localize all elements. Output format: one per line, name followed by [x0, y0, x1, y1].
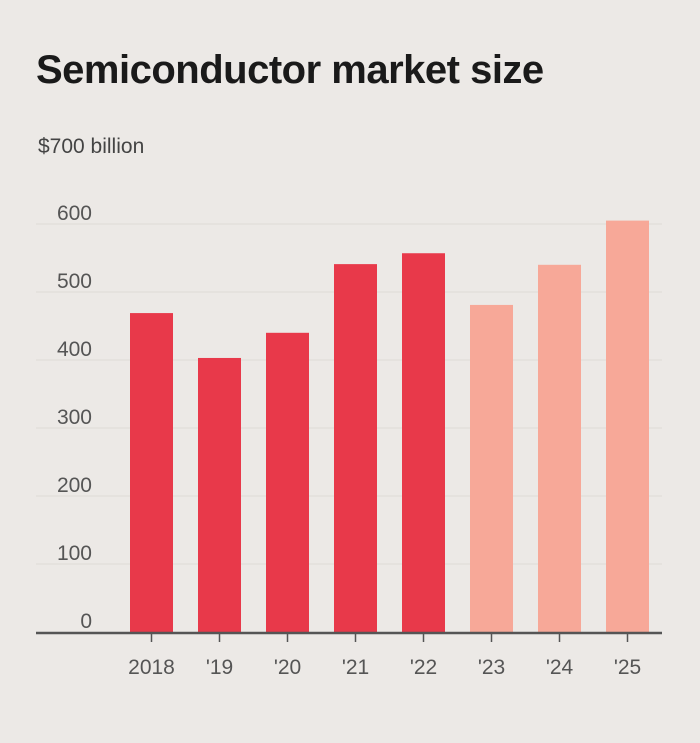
y-tick-label: 200 — [57, 474, 92, 497]
x-tick-label: '21 — [342, 656, 369, 679]
bar-projected — [606, 220, 649, 632]
x-tick-label: '25 — [614, 656, 641, 679]
y-tick-label: 500 — [57, 270, 92, 293]
x-tick-label: '22 — [410, 656, 437, 679]
y-tick-label: 300 — [57, 406, 92, 429]
y-tick-label: 100 — [57, 542, 92, 565]
bar-projected — [470, 304, 513, 632]
y-tick-label: 0 — [80, 610, 92, 633]
y-tick-label: 600 — [57, 202, 92, 225]
bar-actual — [266, 332, 309, 632]
y-axis-unit-label: $700 billion — [38, 135, 144, 158]
bar-actual — [334, 264, 377, 632]
bar-actual — [130, 313, 173, 632]
x-tick-label: '19 — [206, 656, 233, 679]
x-tick-label: 2018 — [128, 656, 175, 679]
bar-projected — [538, 264, 581, 632]
x-tick-label: '24 — [546, 656, 574, 679]
x-tick-label: '20 — [274, 656, 301, 679]
bar-actual — [402, 253, 445, 633]
chart-title: Semiconductor market size — [36, 48, 544, 92]
x-tick-label: '23 — [478, 656, 505, 679]
bar-actual — [198, 357, 241, 632]
y-tick-label: 400 — [57, 338, 92, 361]
